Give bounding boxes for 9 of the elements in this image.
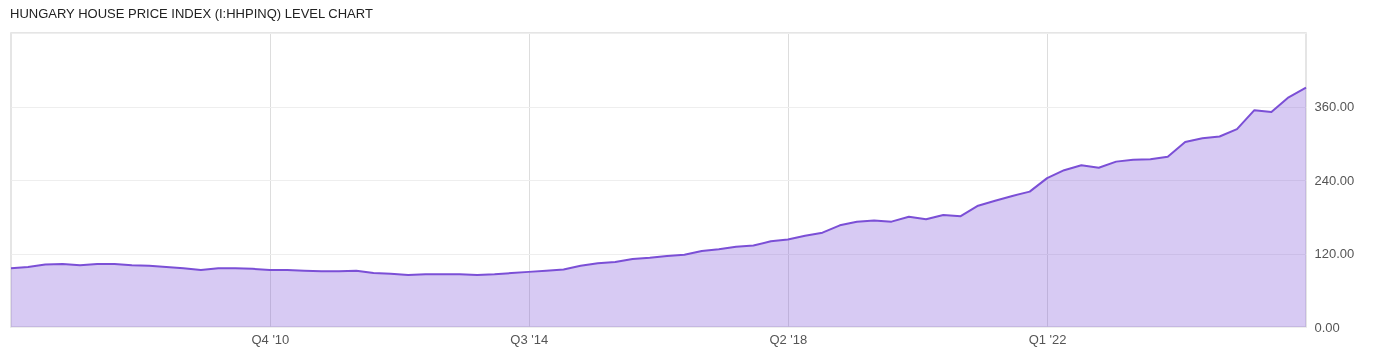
chart-title: HUNGARY HOUSE PRICE INDEX (I:HHPINQ) LEVEL CHART [10,6,373,21]
x-tick-label: Q1 '22 [1028,331,1067,347]
y-tick-label: 0.00 [1314,319,1340,335]
y-tick-label: 360.00 [1314,99,1355,114]
x-tick-label: Q2 '18 [769,331,808,347]
y-tick-label: 120.00 [1314,246,1355,261]
x-tick-label: Q3 '14 [510,331,549,347]
x-tick-label: Q4 '10 [251,331,290,347]
y-tick-label: 240.00 [1314,172,1355,188]
